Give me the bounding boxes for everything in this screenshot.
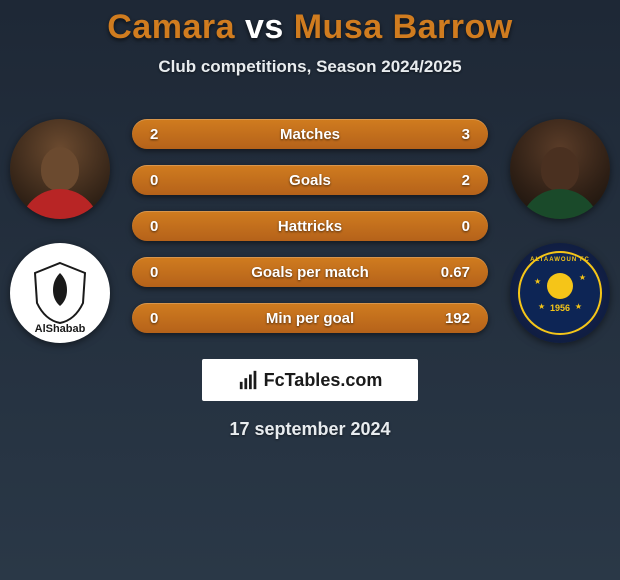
stat-label: Goals per match [132,264,488,281]
stat-bar: 0 Hattricks 0 [132,211,488,241]
subtitle: Club competitions, Season 2024/2025 [0,57,620,77]
stat-left-value: 0 [150,264,158,281]
stat-bars: 2 Matches 3 0 Goals 2 0 Hattricks 0 0 Go… [132,119,488,349]
stat-label: Goals [132,172,488,189]
avatar-shoulders [520,189,600,219]
ball-icon [547,273,573,299]
chart-icon [238,369,260,391]
avatar-head [41,147,79,191]
shield-icon [25,258,95,328]
stat-bar: 0 Min per goal 192 [132,303,488,333]
stat-bar: 0 Goals per match 0.67 [132,257,488,287]
star-icon: ★ [538,302,545,311]
stat-right-value: 3 [462,126,470,143]
club2-name-arc: ALTAAWOUN FC [520,257,600,263]
star-icon: ★ [575,302,582,311]
star-icon: ★ [579,273,586,282]
player1-name: Camara [107,8,235,46]
stat-right-value: 0.67 [441,264,470,281]
club1-logo: AlShabab [10,243,110,343]
club1-name: AlShabab [10,323,110,335]
vs-text: vs [245,8,284,46]
brand-text: FcTables.com [264,370,383,391]
stat-bar: 0 Goals 2 [132,165,488,195]
player2-name: Musa Barrow [294,8,513,46]
stat-left-value: 2 [150,126,158,143]
stat-left-value: 0 [150,310,158,327]
avatar-shoulders [20,189,100,219]
stat-right-value: 2 [462,172,470,189]
brand-logo[interactable]: FcTables.com [202,359,418,401]
stat-right-value: 192 [445,310,470,327]
stat-label: Hattricks [132,218,488,235]
avatar-head [541,147,579,191]
stat-label: Min per goal [132,310,488,327]
player2-avatar [510,119,610,219]
stat-bar: 2 Matches 3 [132,119,488,149]
date-text: 17 september 2024 [0,419,620,440]
stat-left-value: 0 [150,218,158,235]
club2-year: 1956 [550,303,570,313]
stat-right-value: 0 [462,218,470,235]
club2-logo: ALTAAWOUN FC ★ ★ ★ ★ 1956 [510,243,610,343]
page-title: Camara vs Musa Barrow [0,8,620,47]
star-icon: ★ [534,277,541,286]
stat-left-value: 0 [150,172,158,189]
player1-avatar [10,119,110,219]
comparison-area: AlShabab ALTAAWOUN FC ★ ★ ★ ★ 1956 2 Mat… [0,103,620,353]
stat-label: Matches [132,126,488,143]
